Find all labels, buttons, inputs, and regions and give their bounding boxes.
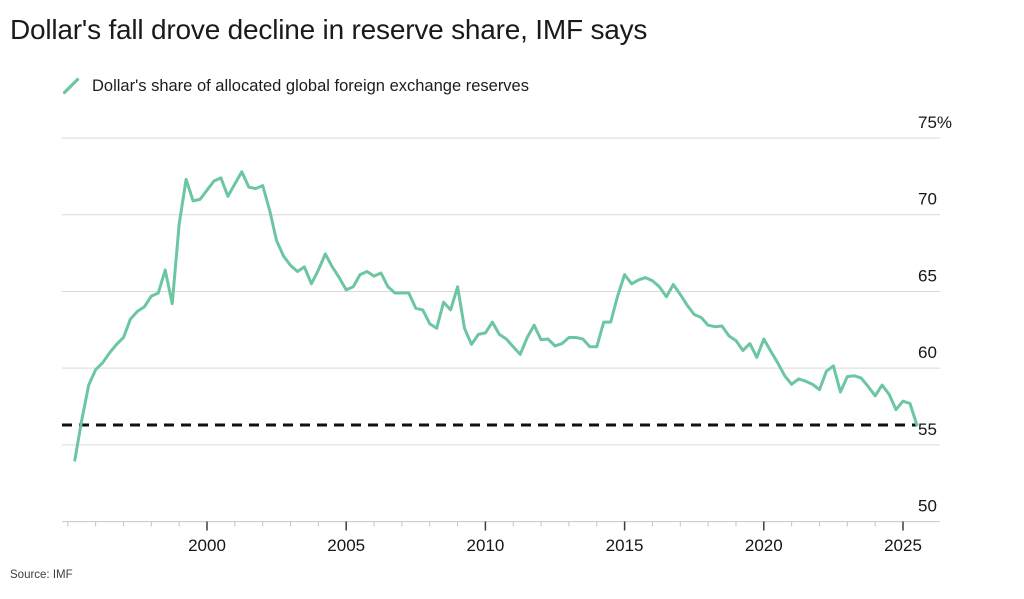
page-title: Dollar's fall drove decline in reserve s… [10,14,648,45]
x-axis-label: 2000 [188,536,226,555]
x-axis-label: 2005 [327,536,365,555]
y-axis-label: 75% [918,113,952,132]
legend: Dollar's share of allocated global forei… [62,74,529,98]
source-note: Source: IMF [10,569,73,581]
dollar-share-line [73,170,919,462]
y-axis-label: 65 [918,266,937,285]
x-axis-label: 2025 [884,536,922,555]
y-axis-label: 50 [918,497,937,516]
legend-line-swatch-icon [62,77,80,95]
y-axis-label: 60 [918,343,937,362]
x-axis-label: 2010 [466,536,504,555]
x-axis-label: 2020 [745,536,783,555]
y-axis-label: 70 [918,190,937,209]
y-axis-label: 55 [918,420,937,439]
legend-label: Dollar's share of allocated global forei… [92,76,529,95]
x-axis-label: 2015 [606,536,644,555]
